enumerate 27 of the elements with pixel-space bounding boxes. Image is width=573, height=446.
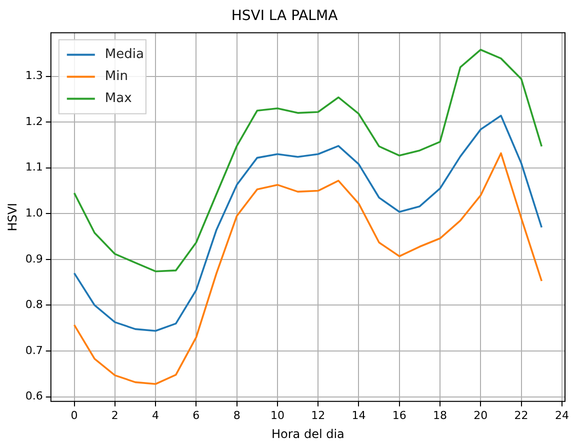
- x-tick-label: 10: [270, 408, 284, 422]
- x-axis-title: Hora del dia: [271, 426, 344, 441]
- y-tick-label: 1.0: [25, 206, 43, 220]
- x-tick-label: 6: [192, 408, 200, 422]
- chart-title: HSVI LA PALMA: [231, 8, 338, 24]
- y-tick-label: 1.2: [25, 114, 43, 128]
- y-tick-label: 0.6: [25, 390, 43, 403]
- x-tick-label: 22: [514, 408, 528, 422]
- legend-label: Media: [104, 47, 144, 62]
- x-tick-label: 4: [152, 408, 160, 422]
- x-tick-label: 0: [70, 408, 78, 422]
- x-tick-label: 8: [233, 408, 240, 422]
- x-tick-label: 14: [352, 408, 366, 422]
- legend-label: Max: [104, 91, 132, 106]
- y-tick-label: 0.7: [25, 344, 43, 357]
- x-tick-label: 20: [474, 408, 488, 422]
- x-tick-label: 12: [311, 408, 326, 422]
- y-tick-label: 0.9: [25, 252, 43, 266]
- y-tick-label: 1.3: [25, 69, 43, 82]
- x-tick-label: 24: [554, 408, 569, 422]
- x-tick-label: 18: [433, 408, 448, 422]
- legend-label: Min: [104, 69, 128, 84]
- y-tick-label: 0.8: [25, 298, 43, 312]
- x-tick-label: 16: [392, 408, 406, 422]
- x-tick-label: 2: [111, 408, 118, 422]
- y-axis-title: HSVI: [5, 202, 20, 232]
- y-tick-label: 1.1: [25, 160, 43, 174]
